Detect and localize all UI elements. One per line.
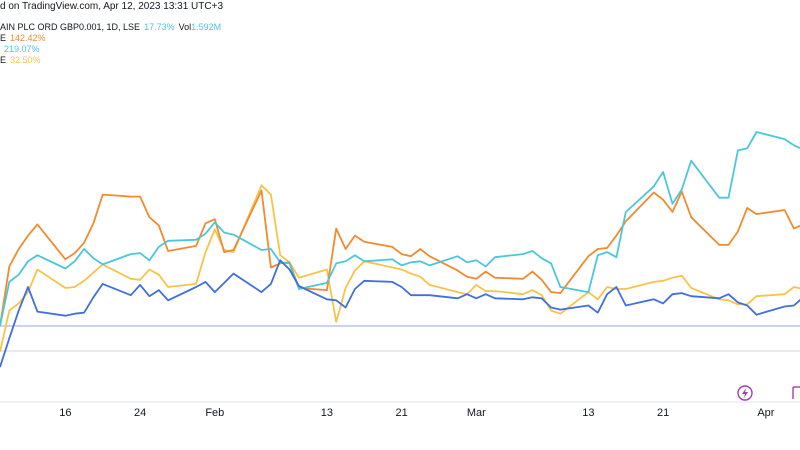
legend-main-symbol: AIN PLC ORD GBP0.001, 1D, LSE xyxy=(0,22,141,32)
x-tick-label: 21 xyxy=(657,407,669,419)
legend-symbol-orange: E xyxy=(0,33,7,43)
legend-volume-label: Vol xyxy=(178,22,192,32)
x-tick-label: Apr xyxy=(757,407,774,419)
legend-value-teal: 219.07% xyxy=(4,44,40,54)
chart-header: d on TradingView.com, Apr 12, 2023 13:31… xyxy=(0,0,800,14)
legend-row-teal[interactable]: 219.07% xyxy=(0,44,221,55)
legend: AIN PLC ORD GBP0.001, 1D, LSE 17.73% Vol1.… xyxy=(0,22,221,66)
series-line-yellow[interactable] xyxy=(0,184,800,352)
x-tick-label: Feb xyxy=(205,407,224,419)
x-tick-label: Mar xyxy=(467,407,486,419)
x-tick-label: 24 xyxy=(134,407,146,419)
lightning-icon[interactable] xyxy=(737,385,753,401)
legend-row-yellow[interactable]: E 32.50% xyxy=(0,55,221,66)
header-text: d on TradingView.com, Apr 12, 2023 13:31… xyxy=(0,1,224,12)
series-line-orange[interactable] xyxy=(0,131,800,327)
series-line-main[interactable] xyxy=(0,259,800,368)
series-line-teal[interactable] xyxy=(0,57,800,327)
legend-row-orange[interactable]: E 142.42% xyxy=(0,33,221,44)
legend-symbol-yellow: E xyxy=(0,55,7,65)
x-tick-label: 13 xyxy=(582,407,594,419)
legend-main-row[interactable]: AIN PLC ORD GBP0.001, 1D, LSE 17.73% Vol1.… xyxy=(0,22,221,33)
x-tick-label: 21 xyxy=(395,407,407,419)
legend-main-change: 17.73% xyxy=(144,22,175,32)
chart-edge-marker xyxy=(792,386,800,400)
legend-volume-value: 1.592M xyxy=(191,22,222,32)
x-tick-label: 13 xyxy=(321,407,333,419)
x-tick-label: 16 xyxy=(59,407,71,419)
legend-value-orange: 142.42% xyxy=(10,33,46,43)
time-axis[interactable]: 1624Feb1321Mar1321Apr17 xyxy=(59,407,800,419)
series-layer xyxy=(0,57,800,368)
legend-value-yellow: 32.50% xyxy=(10,55,41,65)
